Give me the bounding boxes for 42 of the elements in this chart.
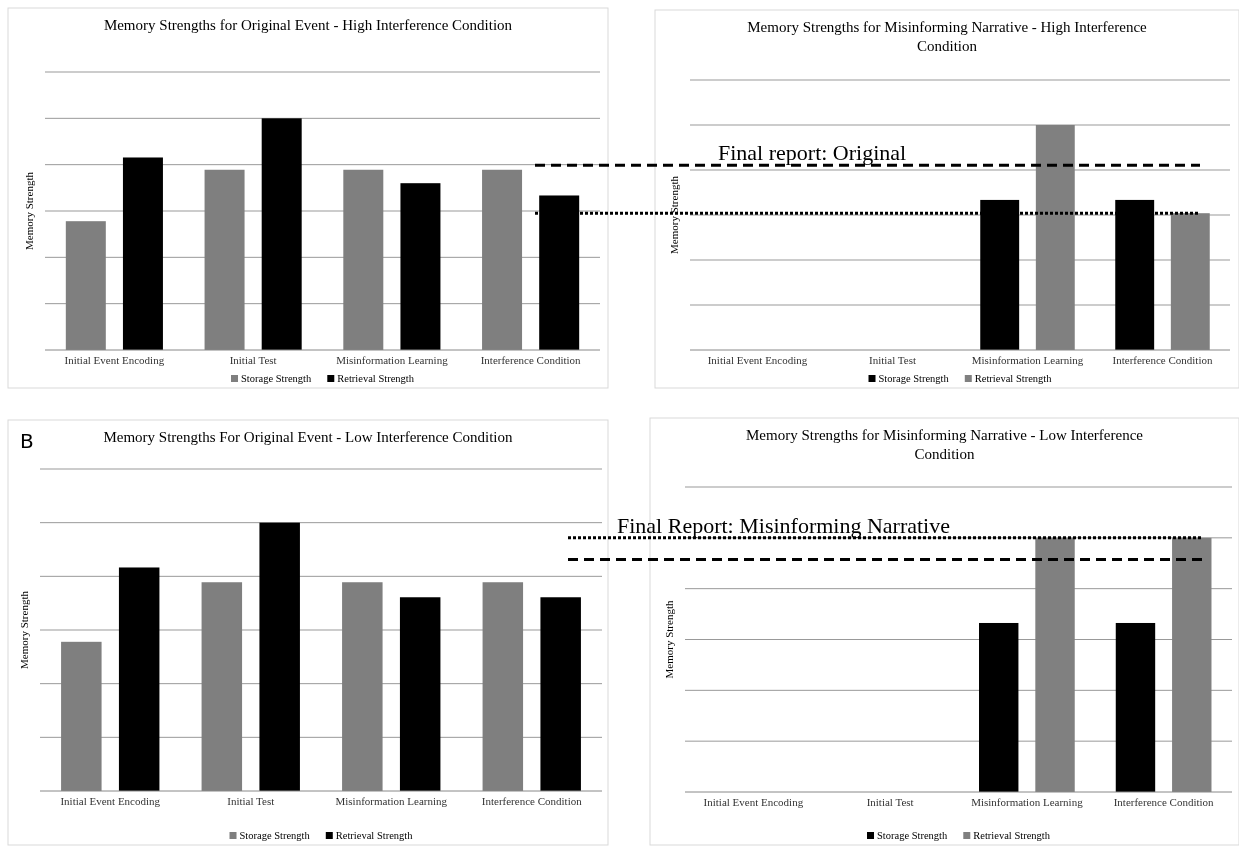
x-tick-label: Misinformation Learning — [971, 795, 1084, 808]
x-tick-label: Misinformation Learning — [336, 353, 449, 366]
x-tick-label: Initial Test — [869, 353, 916, 366]
legend-label: Retrieval Strength — [973, 830, 1051, 841]
chart-title: Memory Strengths for Misinforming Narrative - High Interference Condition — [747, 19, 1148, 54]
y-axis-title: Memory Strength — [18, 590, 30, 669]
legend-label: Storage Strength — [877, 830, 949, 841]
legend-label: Retrieval Strength — [974, 373, 1053, 384]
y-axis-title: Memory Strength — [668, 175, 680, 254]
x-tick-label: Initial Test — [866, 795, 914, 808]
bar — [259, 522, 300, 791]
x-tick-label: Initial Test — [227, 794, 275, 807]
chart-title: Memory Strengths for Original Event - High Interference Condition — [103, 17, 513, 33]
bar — [118, 567, 160, 791]
x-tick-label: Interference Condition — [481, 794, 583, 807]
legend-label: Storage Strength — [239, 830, 311, 841]
legend-label: Storage Strength — [878, 373, 950, 384]
x-tick-label: Interference Condition — [1112, 353, 1213, 366]
x-tick-label: Misinformation Learning — [335, 794, 448, 807]
x-tick-label: Initial Event Encoding — [707, 353, 808, 366]
legend-label: Retrieval Strength — [335, 830, 414, 841]
bar — [261, 118, 302, 350]
x-tick-label: Initial Test — [229, 353, 277, 366]
y-axis-title: Memory Strength — [23, 171, 35, 250]
bar — [122, 157, 163, 350]
legend-label: Storage Strength — [241, 373, 313, 384]
chart-title: Memory Strengths for Misinforming Narrative - Low Interference Condition — [746, 427, 1144, 462]
legend-label: Retrieval Strength — [337, 373, 415, 384]
bar — [399, 597, 441, 791]
x-tick-label: Initial Event Encoding — [60, 794, 161, 807]
text: B — [20, 429, 34, 453]
y-axis-title: Memory Strength — [663, 600, 675, 679]
bar — [400, 183, 441, 350]
x-tick-label: Initial Event Encoding — [703, 795, 804, 808]
x-tick-label: Initial Event Encoding — [64, 353, 165, 366]
x-tick-label: Misinformation Learning — [971, 353, 1084, 366]
x-tick-label: Interference Condition — [1113, 795, 1215, 808]
bar — [540, 597, 581, 791]
ref-line-label: Final report: Original — [718, 140, 907, 166]
x-tick-label: Interference Condition — [480, 353, 582, 366]
ref-line-label: Final Report: Misinforming Narrative — [617, 512, 950, 538]
chart-title: Memory Strengths For Original Event - Low Interference Condition — [103, 429, 514, 445]
